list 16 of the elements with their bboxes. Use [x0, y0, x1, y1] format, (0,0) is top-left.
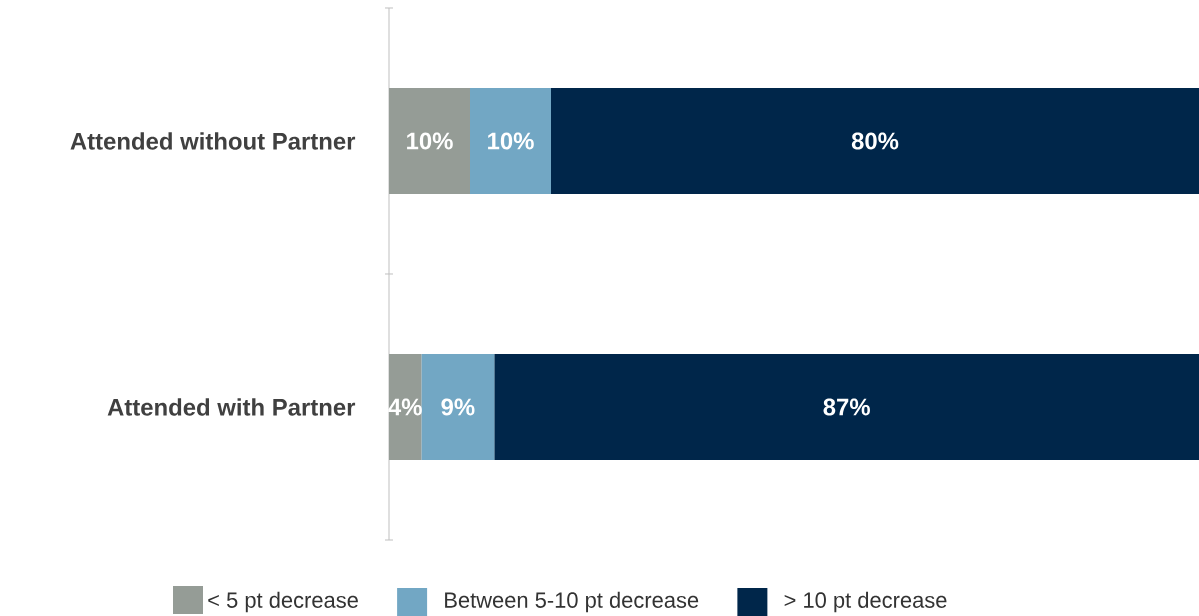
bar	[551, 88, 1199, 194]
data-label: 10%	[488, 132, 534, 150]
y-tick-label: Attended with Partner	[107, 398, 356, 416]
data-label: 9%	[441, 398, 475, 416]
legend-label: > 10 pt decrease	[784, 591, 947, 613]
bar	[494, 354, 1199, 460]
bar	[421, 354, 495, 460]
bar	[470, 88, 551, 194]
legend-label: Between 5-10 pt decrease	[445, 591, 699, 613]
data-label: 87%	[823, 398, 870, 416]
bar	[389, 354, 422, 460]
data-label: 80%	[851, 132, 899, 150]
bar	[389, 88, 470, 194]
legend-label: < 5 pt decrease	[208, 591, 358, 613]
y-tick-label: Attended without Partner	[70, 132, 356, 150]
data-label: 10%	[407, 132, 453, 150]
